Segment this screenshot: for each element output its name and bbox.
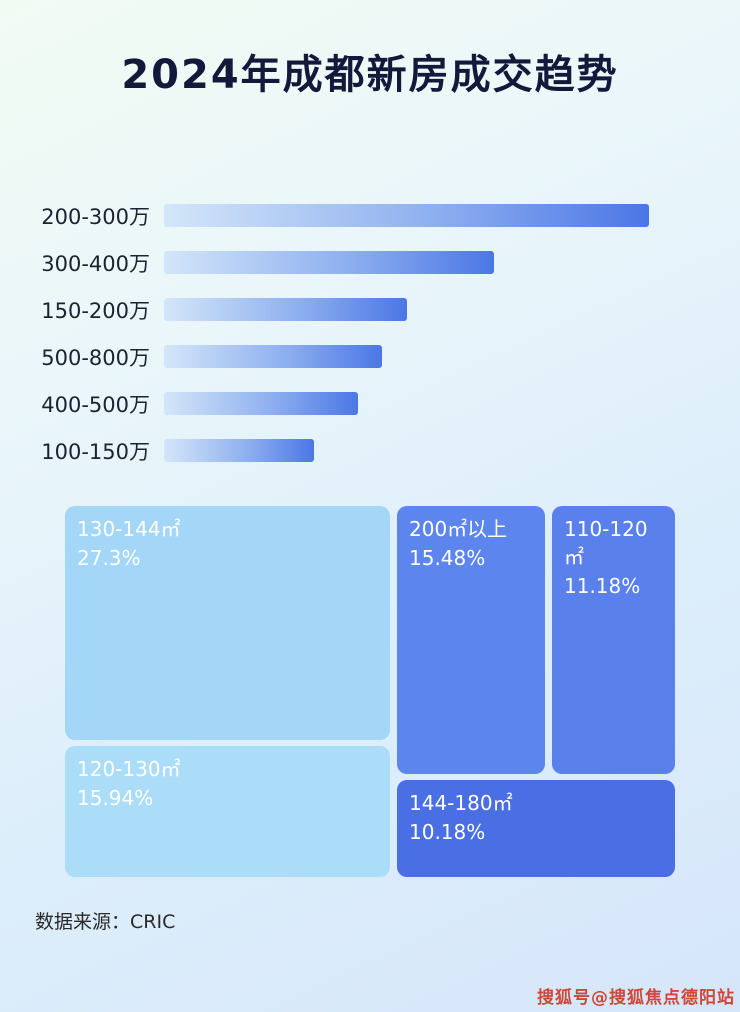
bar-row: 300-400万 — [0, 239, 740, 286]
watermark-text: 搜狐号@搜狐焦点德阳站 — [537, 988, 735, 1008]
treemap-block-percent: 15.94% — [77, 786, 154, 810]
bar-segment — [164, 204, 649, 227]
bar-category-label: 200-300万 — [41, 204, 150, 229]
treemap-block-label: 144-180㎡ — [409, 791, 513, 815]
page-title: 2024年成都新房成交趋势 — [121, 52, 619, 98]
treemap-block: 130-144㎡ 27.3% — [65, 506, 390, 740]
infographic-page: 2024年成都新房成交趋势 200-300万 300-400万 150-200万 50… — [0, 42, 740, 1008]
bar-category-label: 400-500万 — [41, 392, 150, 417]
bar-segment — [164, 439, 314, 462]
treemap-block: 110-120㎡ 11.18% — [552, 506, 675, 774]
bar-row: 200-300万 — [0, 192, 740, 239]
bar-category-label: 100-150万 — [41, 439, 150, 464]
bar-category-label: 150-200万 — [41, 298, 150, 323]
treemap-block: 200㎡以上 15.48% — [397, 506, 545, 774]
bar-row: 100-150万 — [0, 427, 740, 474]
data-source-label: 数据来源：CRIC — [35, 911, 176, 933]
treemap-block: 144-180㎡ 10.18% — [397, 780, 675, 877]
treemap-block-percent: 27.3% — [77, 546, 141, 570]
treemap-block-percent: 11.18% — [564, 574, 641, 598]
bar-category-label: 300-400万 — [41, 251, 150, 276]
bar-row: 150-200万 — [0, 286, 740, 333]
treemap-block-label: 110-120㎡ — [564, 517, 648, 569]
bar-segment — [164, 392, 358, 415]
bar-segment — [164, 251, 494, 274]
bar-segment — [164, 345, 382, 368]
treemap-block-label: 130-144㎡ — [77, 517, 181, 541]
area-segment-treemap: 130-144㎡ 27.3% 200㎡以上 15.48% 110-120㎡ 11.18% 1… — [65, 506, 675, 877]
bar-row: 500-800万 — [0, 333, 740, 380]
treemap-block-label: 200㎡以上 — [409, 517, 508, 541]
bar-category-label: 500-800万 — [41, 345, 150, 370]
treemap-block-percent: 10.18% — [409, 820, 486, 844]
treemap-block-label: 120-130㎡ — [77, 757, 181, 781]
price-range-bar-chart: 200-300万 300-400万 150-200万 500-800万 400-500万… — [0, 192, 740, 474]
bar-segment — [164, 298, 407, 321]
bar-row: 400-500万 — [0, 380, 740, 427]
treemap-block-percent: 15.48% — [409, 546, 486, 570]
treemap-block: 120-130㎡ 15.94% — [65, 746, 390, 877]
